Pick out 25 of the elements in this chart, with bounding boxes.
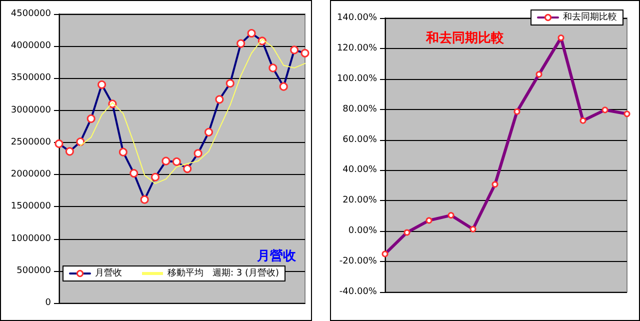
y-tick-label: 120.00% (336, 43, 378, 54)
y-tick-label: 80.00% (342, 104, 378, 114)
legend-label: 移動平均 週期: 3 (月營收) (168, 268, 280, 278)
y-tick-label: 100.00% (336, 74, 378, 84)
y-tick-label: -40.00% (339, 287, 378, 297)
legend-label: 月營收 (95, 268, 122, 278)
legend-label: 和去同期比較 (563, 12, 617, 22)
y-tick-label: 4500000 (10, 9, 52, 19)
y-tick-label: -20.00% (339, 256, 378, 267)
y-tick-label: 500000 (16, 266, 52, 276)
y-tick-label: 140.00% (336, 13, 378, 23)
y-tick-label: 3000000 (10, 105, 52, 116)
y-tick-label: 2500000 (10, 137, 52, 148)
y-tick-label: 20.00% (342, 196, 378, 206)
y-tick-label: 0 (45, 298, 52, 308)
y-tick-label: 40.00% (342, 165, 378, 176)
y-tick-label: 4000000 (10, 41, 52, 52)
y-tick-label: 3500000 (10, 73, 52, 84)
y-tick-label: 1500000 (10, 202, 52, 212)
text: 和去同期比較 (425, 30, 505, 46)
y-tick-label: 1000000 (10, 234, 52, 244)
y-tick-label: 60.00% (342, 134, 378, 145)
y-tick-label: 2000000 (10, 170, 52, 180)
y-tick-label: 0.00% (348, 226, 378, 236)
text: 月營收 (256, 249, 297, 264)
